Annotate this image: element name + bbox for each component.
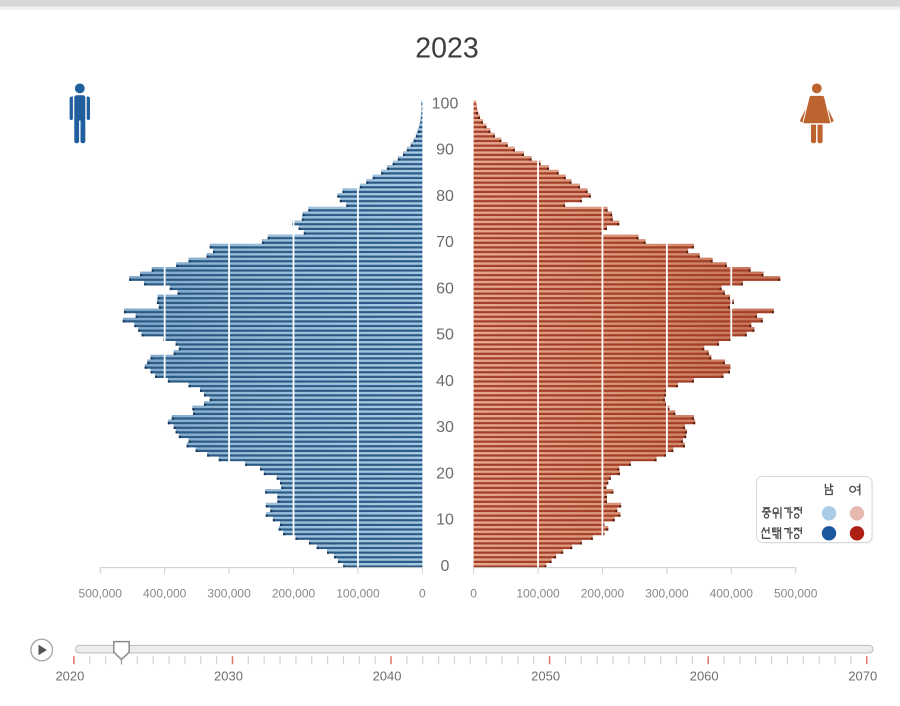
svg-text:10: 10 — [436, 512, 454, 529]
svg-text:20: 20 — [436, 465, 454, 482]
svg-text:70: 70 — [436, 234, 454, 251]
svg-text:300,000: 300,000 — [207, 587, 251, 601]
svg-text:90: 90 — [436, 142, 454, 159]
svg-text:2020: 2020 — [55, 669, 84, 684]
svg-text:200,000: 200,000 — [272, 587, 316, 601]
svg-text:80: 80 — [436, 188, 454, 205]
svg-text:0: 0 — [441, 558, 450, 575]
svg-text:50: 50 — [436, 327, 454, 344]
svg-text:40: 40 — [436, 373, 454, 390]
svg-text:200,000: 200,000 — [581, 587, 625, 601]
svg-text:2030: 2030 — [214, 669, 243, 684]
svg-text:100,000: 100,000 — [516, 587, 560, 601]
svg-text:30: 30 — [436, 419, 454, 436]
svg-text:500,000: 500,000 — [79, 587, 123, 601]
svg-text:0: 0 — [419, 587, 426, 601]
svg-text:400,000: 400,000 — [143, 587, 187, 601]
svg-text:100: 100 — [432, 95, 459, 112]
svg-text:2040: 2040 — [373, 669, 402, 684]
svg-text:60: 60 — [436, 280, 454, 297]
svg-text:0: 0 — [470, 587, 477, 601]
svg-text:400,000: 400,000 — [710, 587, 754, 601]
svg-text:500,000: 500,000 — [774, 587, 818, 601]
svg-text:2060: 2060 — [690, 669, 719, 684]
svg-text:2050: 2050 — [531, 669, 560, 684]
svg-text:100,000: 100,000 — [336, 587, 380, 601]
svg-text:2070: 2070 — [848, 669, 877, 684]
svg-text:300,000: 300,000 — [645, 587, 689, 601]
svg-text:2023: 2023 — [415, 33, 478, 65]
